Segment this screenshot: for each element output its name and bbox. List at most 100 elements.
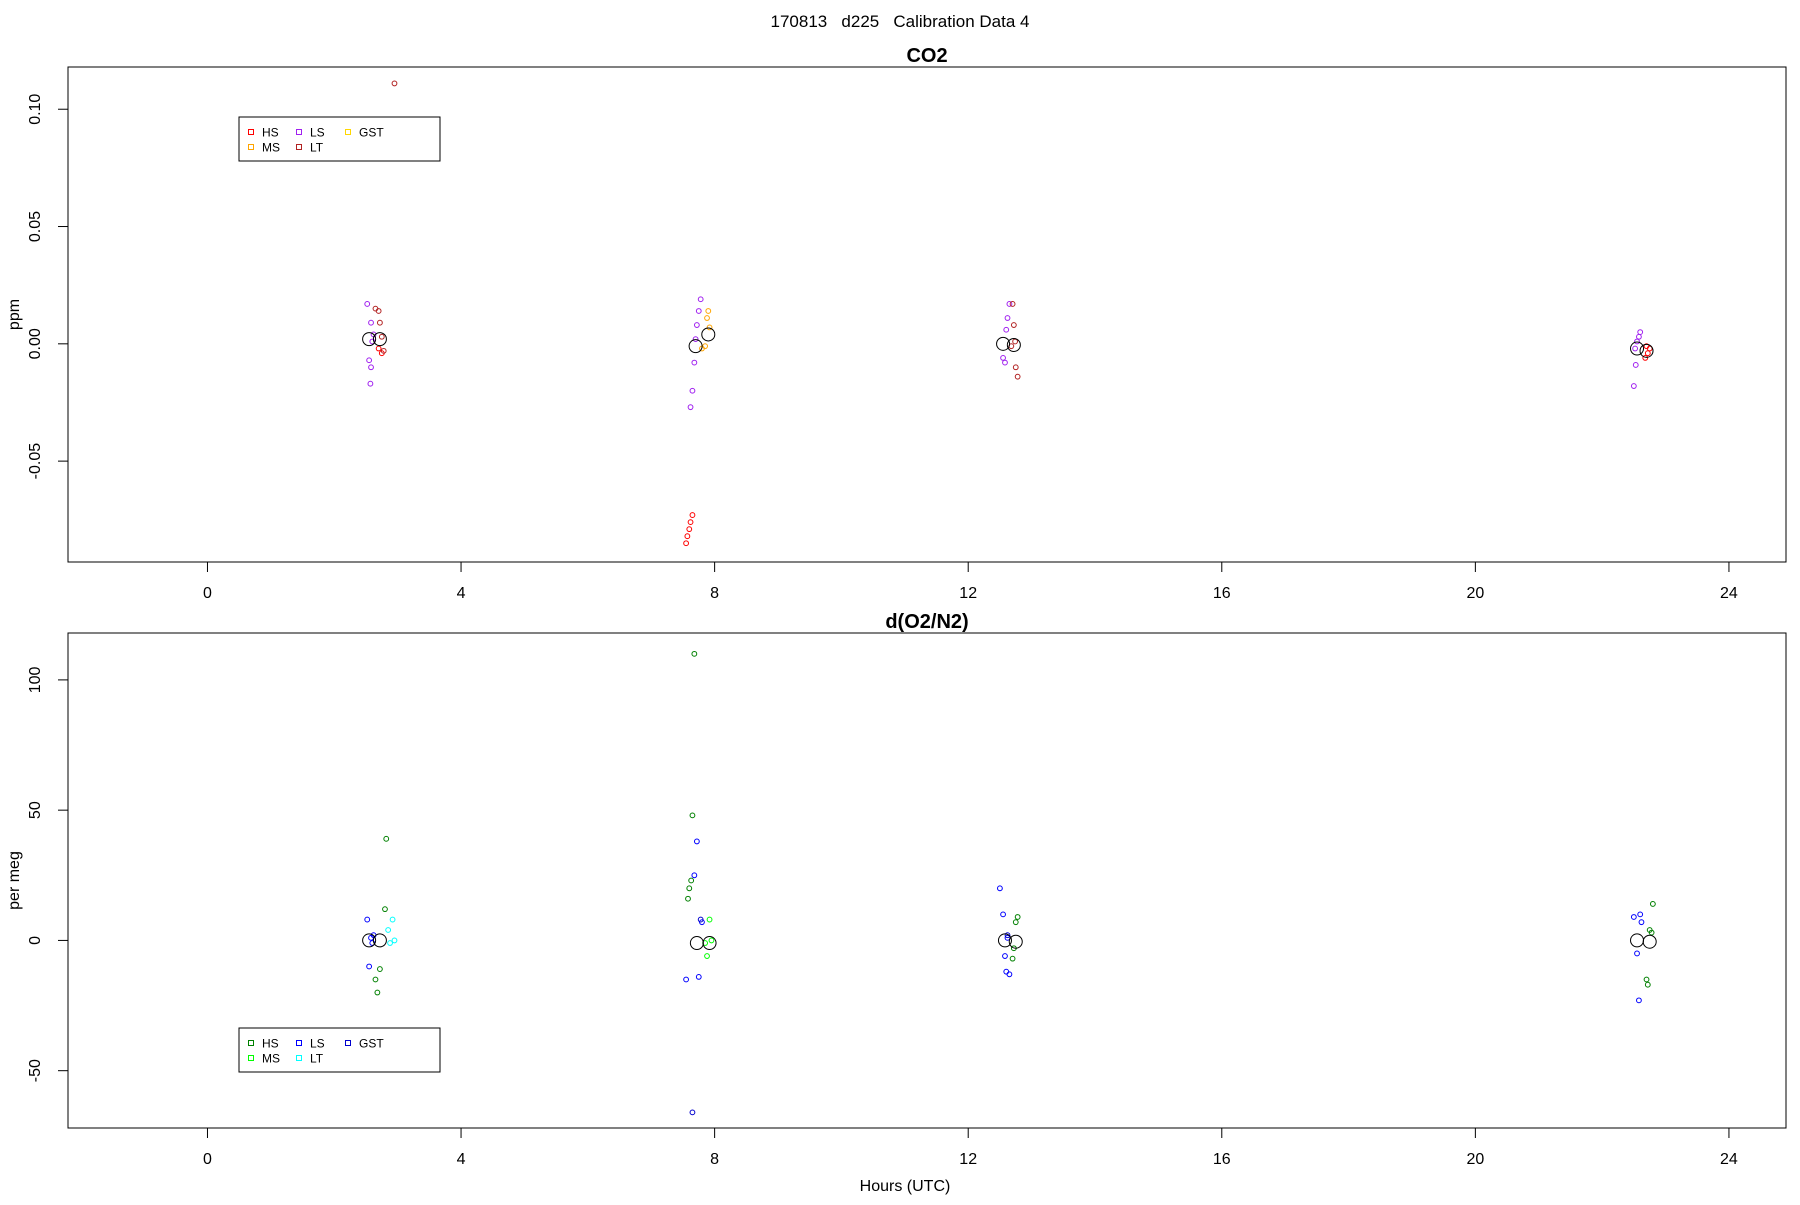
data-point-ls [366,963,373,970]
x-tick-label: 24 [1720,1151,1738,1168]
x-tick-label: 8 [710,1151,719,1168]
data-point-ls [691,872,698,879]
data-point-lt [391,80,398,87]
data-point-ms [704,315,710,321]
data-point-ls [1003,326,1010,333]
mean-marker [362,933,377,948]
mean-marker [1642,934,1657,949]
data-point-ls [1003,968,1010,975]
data-point-lt [1010,322,1017,328]
y-tick-label: -0.05 [27,443,44,480]
y-axis-label: ppm [6,299,23,330]
legend-label-ls: LS [310,126,325,140]
data-point-hs [685,895,691,902]
data-point-ls [367,380,374,387]
y-tick-label: 50 [27,801,44,819]
data-point-ms [705,308,712,314]
data-point-ls [1638,919,1645,926]
legend-symbol-ms [248,144,254,150]
data-point-ls [697,296,704,303]
data-point-lt [389,916,396,923]
data-point-ls [695,308,702,314]
mean-marker [362,332,377,347]
data-point-ls [368,364,374,371]
data-point-hs [683,540,689,547]
legend-label-gst: GST [359,126,384,140]
data-point-hs [1649,901,1656,907]
y-tick-label: 0.10 [27,94,44,125]
x-tick-label: 4 [457,585,466,602]
data-point-hs [687,519,694,526]
data-point-ls [1637,911,1644,918]
x-tick-label: 4 [457,1151,466,1168]
data-point-ls [1630,914,1637,920]
x-tick-label: 24 [1720,585,1738,602]
data-point-hs [688,877,695,884]
mean-marker [1008,934,1023,949]
data-point-hs [1643,976,1650,983]
data-point-ls [1632,362,1639,368]
y-tick-label: 100 [27,666,44,693]
mean-marker [372,332,387,347]
mean-marker [701,327,716,342]
mean-marker [702,936,717,951]
data-point-hs [1012,919,1019,926]
data-point-ls [1637,329,1644,335]
data-point-hs [1009,955,1016,962]
panel-title: d(O2/N2) [885,611,968,633]
data-point-ms [704,953,710,959]
data-point-hs [1642,355,1649,361]
data-point-lt [375,308,382,314]
x-tick-label: 12 [959,585,977,602]
x-tick-label: 20 [1466,585,1484,602]
mean-marker [1639,343,1654,358]
legend-symbol-gst [345,129,351,135]
data-point-ls [1630,383,1637,389]
data-point-gst [697,916,704,923]
mean-marker [996,336,1011,351]
data-point-ls [693,322,700,328]
x-tick-label: 16 [1213,1151,1231,1168]
data-point-hs [1014,914,1021,920]
data-point-ls [693,838,700,845]
data-point-hs [374,989,381,996]
data-point-ls [1006,971,1013,978]
data-point-hs [689,812,696,819]
x-tick-label: 20 [1466,1151,1484,1168]
data-point-hs [684,533,691,540]
data-point-ls [691,359,698,366]
data-point-lt [1012,364,1019,371]
data-point-ls [1004,315,1011,321]
data-point-ls [683,976,689,983]
data-point-ls [366,357,373,364]
panel-title: CO2 [906,45,947,67]
y-tick-label: -50 [27,1059,44,1082]
data-point-ls [368,319,374,326]
data-point-ls [1634,338,1640,345]
data-point-ls [1002,953,1008,959]
mean-marker [689,936,704,951]
data-point-lt [380,347,387,354]
legend-label-ls: LS [310,1037,325,1051]
data-point-lt [1009,301,1016,307]
legend-symbol-ms [248,1055,254,1061]
data-point-ls [364,916,371,923]
data-point-ms [708,937,715,944]
data-point-ls [695,973,702,980]
legend-label-ms: MS [262,141,280,155]
legend-symbol-hs [248,129,254,135]
y-axis-label: per meg [6,851,23,910]
mean-marker [1006,337,1021,352]
legend-box [238,1027,441,1073]
data-point-lt [1014,373,1021,380]
x-tick-label: 8 [710,585,719,602]
data-point-hs [686,526,693,533]
legend-label-lt: LT [310,141,324,155]
x-tick-label: 16 [1213,585,1231,602]
data-point-gst [1004,932,1011,939]
data-point-ls [1632,345,1639,352]
